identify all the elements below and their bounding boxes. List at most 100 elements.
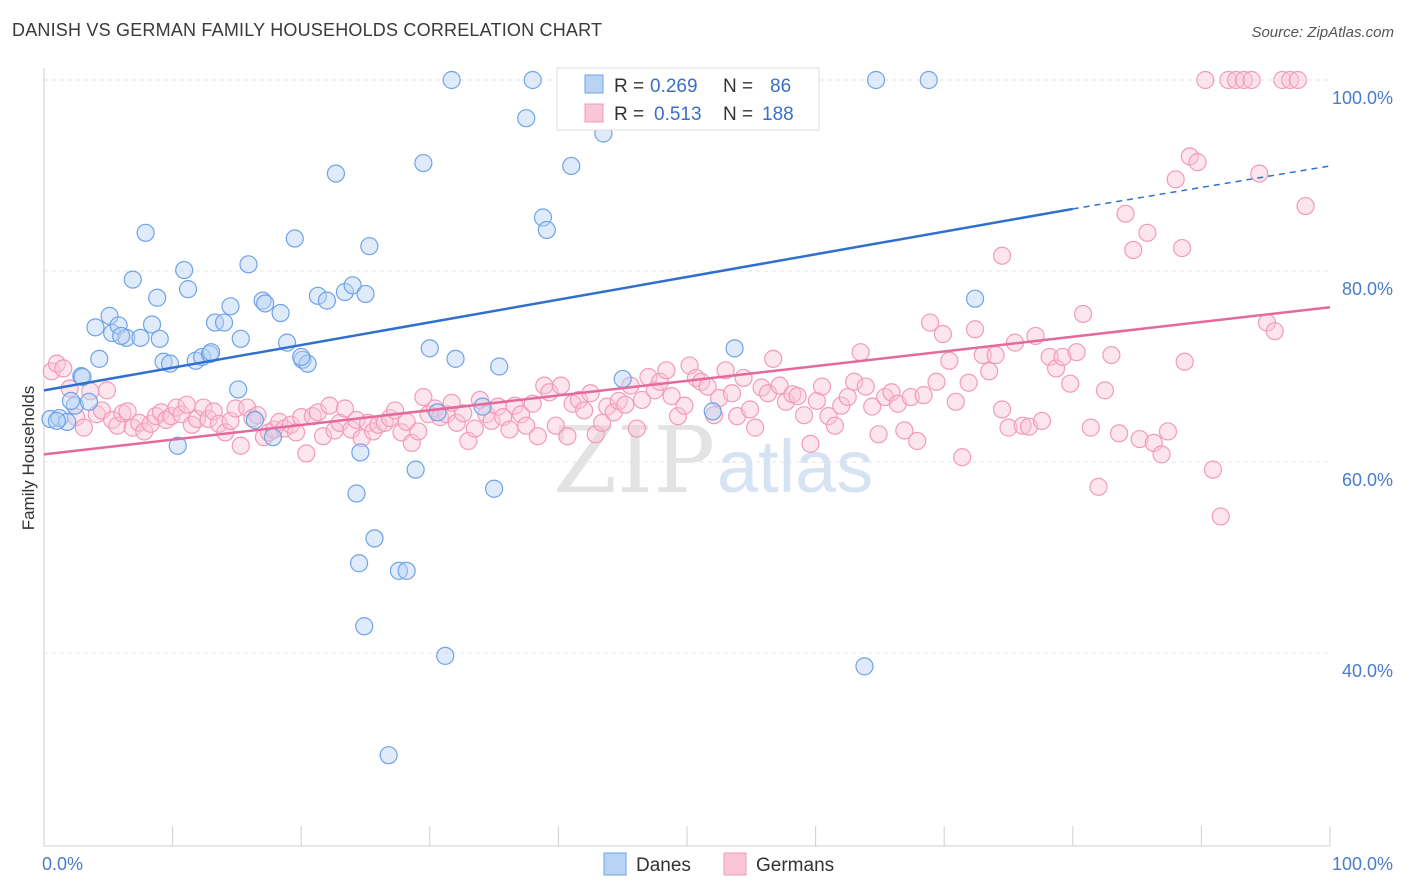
germans-point bbox=[1273, 70, 1292, 90]
germans-point bbox=[586, 425, 605, 444]
germans-point bbox=[746, 418, 765, 437]
germans-point bbox=[1281, 70, 1300, 90]
germans-point bbox=[414, 387, 433, 407]
danes-point bbox=[485, 479, 504, 498]
germans-point bbox=[517, 416, 536, 435]
germans-point bbox=[764, 349, 783, 368]
germans-point bbox=[118, 402, 137, 421]
legend-danes-n: 86 bbox=[770, 76, 791, 97]
danes-point bbox=[360, 237, 379, 256]
germans-point bbox=[980, 362, 999, 381]
germans-point bbox=[1296, 196, 1315, 216]
y-tick-label: 60.0% bbox=[1342, 470, 1393, 490]
germans-point bbox=[313, 427, 333, 446]
danes-point bbox=[61, 391, 81, 410]
germans-point bbox=[1081, 418, 1100, 437]
danes-point bbox=[442, 70, 461, 90]
germans-point bbox=[593, 413, 612, 432]
danes-point bbox=[349, 554, 369, 573]
x-ticks bbox=[43, 826, 1331, 846]
germans-point bbox=[1203, 460, 1223, 479]
germans-point bbox=[819, 407, 838, 426]
germans-point bbox=[1138, 223, 1157, 242]
germans-point bbox=[1158, 422, 1178, 441]
danes-point bbox=[428, 403, 447, 422]
germans-point bbox=[409, 422, 428, 441]
germans-point bbox=[1040, 347, 1059, 367]
x-tick-labels: 0.0% 100.0% bbox=[42, 854, 1393, 874]
danes-point bbox=[292, 347, 311, 367]
danes-point bbox=[406, 460, 425, 479]
danes-point bbox=[253, 291, 272, 310]
germans-point bbox=[177, 395, 196, 414]
germans-point bbox=[734, 368, 753, 388]
y-tick-label: 40.0% bbox=[1342, 661, 1393, 681]
germans-point bbox=[675, 396, 694, 415]
germans-point bbox=[1053, 347, 1072, 367]
y-tick-labels: 40.0% 60.0% 80.0% 100.0% bbox=[1332, 88, 1393, 681]
germans-point bbox=[1242, 70, 1261, 90]
legend-r-label: R = bbox=[614, 76, 644, 97]
germans-point bbox=[308, 403, 328, 422]
germans-point bbox=[1102, 345, 1121, 365]
danes-point bbox=[239, 255, 258, 274]
danes-point bbox=[725, 339, 744, 358]
germans-point bbox=[1175, 352, 1194, 371]
germans-point bbox=[933, 324, 953, 344]
germans-point bbox=[807, 391, 826, 410]
germans-point bbox=[856, 377, 875, 396]
germans-trend-line bbox=[43, 306, 1331, 456]
germans-point bbox=[320, 396, 339, 415]
danes-point bbox=[347, 484, 366, 503]
x-tick-label: 0.0% bbox=[42, 854, 83, 874]
germans-point bbox=[863, 397, 882, 416]
danes-point bbox=[537, 220, 556, 240]
germans-point bbox=[1116, 204, 1135, 223]
danes-point bbox=[142, 315, 162, 334]
germans-point bbox=[447, 413, 466, 432]
danes-point bbox=[446, 349, 465, 368]
germans-point bbox=[465, 419, 484, 438]
watermark-zip: ZIP bbox=[553, 407, 715, 514]
legend-n-label: N = bbox=[723, 76, 753, 97]
danes-point bbox=[178, 280, 198, 299]
germans-point bbox=[97, 381, 117, 400]
danes-point bbox=[231, 329, 250, 348]
germans-point bbox=[999, 418, 1018, 437]
germans-point bbox=[908, 431, 927, 451]
danes-point bbox=[919, 70, 938, 90]
danes-point bbox=[79, 392, 99, 411]
legend-swatch-germans bbox=[584, 103, 604, 123]
danes-point bbox=[271, 303, 290, 323]
germans-point bbox=[402, 433, 421, 452]
danes-point bbox=[965, 289, 985, 308]
danes-point bbox=[365, 529, 384, 548]
germans-point bbox=[335, 399, 355, 418]
danes-trend-extension bbox=[1072, 165, 1331, 210]
germans-point bbox=[632, 390, 652, 410]
bottom-legend-germans: Germans bbox=[756, 855, 834, 876]
danes-point bbox=[112, 326, 131, 346]
danes-point bbox=[285, 229, 304, 248]
danes-point bbox=[389, 561, 409, 580]
danes-point bbox=[263, 428, 283, 447]
germans-point bbox=[182, 415, 201, 434]
danes-point bbox=[73, 367, 92, 387]
germans-point bbox=[1227, 70, 1246, 90]
germans-point bbox=[776, 392, 796, 411]
germans-point bbox=[927, 372, 946, 391]
germans-point bbox=[1089, 477, 1108, 496]
danes-point bbox=[343, 276, 362, 295]
germans-point bbox=[716, 361, 735, 380]
source-credit: Source: ZipAtlas.com bbox=[1251, 24, 1394, 41]
germans-point bbox=[1265, 322, 1284, 341]
germans-point bbox=[825, 416, 844, 435]
germans-point bbox=[838, 387, 857, 407]
danes-point bbox=[221, 297, 240, 316]
legend-n-label: N = bbox=[723, 104, 753, 125]
danes-point bbox=[397, 561, 416, 580]
germans-point bbox=[882, 383, 901, 402]
germans-point bbox=[895, 421, 914, 440]
germans-point bbox=[992, 400, 1012, 419]
